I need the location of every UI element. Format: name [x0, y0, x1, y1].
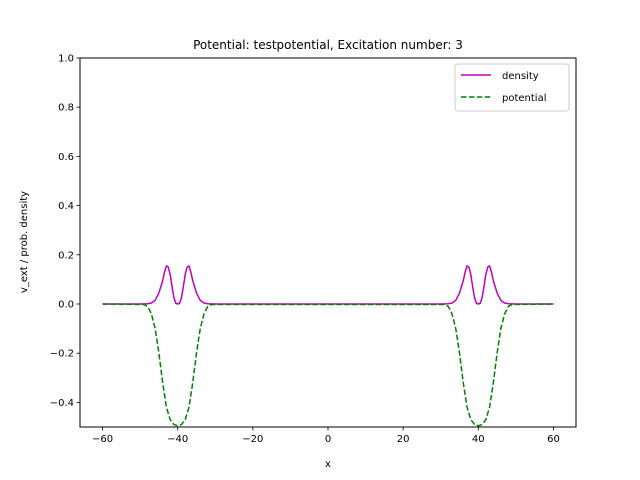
x-axis: −60 −40 −20 0 20 40 60 — [92, 427, 560, 445]
y-tick-label: 0.8 — [58, 103, 74, 114]
x-tick-label: 60 — [547, 434, 560, 445]
legend-label-potential: potential — [502, 93, 546, 104]
legend-label-density: density — [502, 71, 539, 82]
y-tick-label: 0.4 — [58, 201, 74, 212]
axes-background — [80, 58, 576, 427]
y-axis: −0.4 −0.2 0.0 0.2 0.4 0.6 0.8 1.0 — [50, 54, 80, 409]
series-line-density — [102, 265, 554, 305]
series-line-potential — [102, 303, 554, 427]
x-tick-label: 40 — [472, 434, 485, 445]
x-axis-label: x — [325, 459, 331, 470]
y-tick-label: −0.4 — [50, 398, 74, 409]
y-tick-label: −0.2 — [50, 349, 74, 360]
x-tick-label: −60 — [92, 434, 113, 445]
x-tick-label: −20 — [242, 434, 263, 445]
y-tick-label: 0.6 — [58, 152, 74, 163]
y-axis-label: v_ext / prob. density — [19, 191, 30, 293]
x-tick-label: 0 — [325, 434, 331, 445]
y-tick-label: 0.2 — [58, 250, 74, 261]
series-layer — [102, 265, 554, 427]
plot-area — [80, 58, 576, 427]
y-tick-label: 1.0 — [58, 54, 74, 65]
legend: density potential — [454, 63, 570, 112]
chart-title: Potential: testpotential, Excitation num… — [193, 38, 463, 52]
x-tick-label: 20 — [397, 434, 410, 445]
y-tick-label: 0.0 — [58, 300, 74, 311]
x-tick-label: −40 — [167, 434, 188, 445]
